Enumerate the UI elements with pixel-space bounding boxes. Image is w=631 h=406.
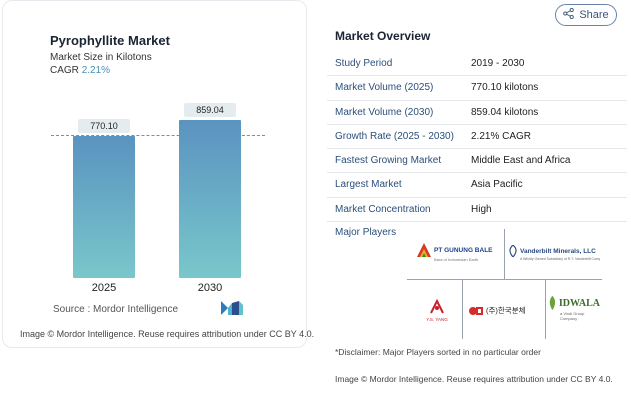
overview-row: Study Period 2019 - 2030 — [327, 52, 627, 77]
share-label: Share — [579, 9, 609, 21]
player-tagline: a Vindi Group Company — [560, 311, 585, 321]
overview-row: Market Volume (2030) 859.04 kilotons — [327, 101, 627, 125]
overview-value: 859.04 kilotons — [471, 106, 539, 118]
player-tagline: Bara of Indonesian Earth — [434, 257, 479, 262]
cagr-line: CAGR 2.21% — [50, 65, 110, 76]
bar-value-label: 859.04 — [184, 102, 236, 117]
chart-footer: Image © Mordor Intelligence. Reuse requi… — [20, 329, 315, 339]
disclaimer: *Disclaimer: Major Players sorted in no … — [335, 347, 541, 357]
chart-title: Pyrophyllite Market — [50, 33, 170, 48]
grid-divider — [462, 279, 463, 339]
grid-divider — [545, 279, 546, 339]
player-name: (주)한국분체 — [486, 306, 526, 315]
x-tick-label: 2030 — [197, 282, 223, 294]
x-tick-label: 2025 — [91, 282, 117, 294]
player-name: PT GUNUNG BALE — [434, 246, 493, 254]
idwala-icon — [549, 295, 556, 311]
gunung-bale-icon — [417, 243, 431, 257]
overview-value: 2019 - 2030 — [471, 58, 525, 69]
overview-table: Study Period 2019 - 2030 Market Volume (20… — [327, 52, 627, 223]
cagr-value: 2.21% — [81, 65, 111, 76]
overview-row: Fastest Growing Market Middle East and Af… — [327, 149, 627, 174]
overview-key: Market Volume (2025) — [335, 82, 434, 94]
reference-dash-line — [51, 135, 265, 136]
overview-value: 2.21% CAGR — [471, 130, 532, 142]
overview-title: Market Overview — [335, 29, 431, 43]
overview-row: Growth Rate (2025 - 2030) 2.21% CAGR — [327, 125, 627, 150]
player-name: IDWALA — [558, 297, 600, 309]
bar-value-label: 770.10 — [78, 118, 130, 133]
vanderbilt-icon — [509, 245, 517, 257]
overview-value: High — [471, 203, 492, 215]
major-players-grid: PT GUNUNG BALE Bara of Indonesian Earth … — [407, 229, 602, 339]
bar-2025 — [73, 135, 135, 278]
chart-subtitle: Market Size in Kilotons — [50, 52, 152, 63]
overview-value: Asia Pacific — [471, 179, 523, 191]
player-logo-ys-yang: Y.S. YANG — [417, 298, 457, 322]
overview-footer: Image © Mordor Intelligence. Reuse requi… — [335, 374, 613, 384]
overview-value: Middle East and Africa — [471, 155, 571, 167]
grid-divider — [504, 229, 505, 279]
player-logo-korea-bunche: (주)한국분체 — [469, 305, 543, 316]
share-button[interactable]: Share — [555, 4, 617, 26]
overview-key: Market Concentration — [335, 203, 431, 215]
overview-value: 770.10 kilotons — [471, 82, 539, 94]
chart-source: Source : Mordor Intelligence — [53, 304, 179, 315]
mordor-logo-icon — [221, 301, 243, 320]
overview-key: Market Volume (2030) — [335, 106, 434, 118]
grid-divider — [407, 279, 602, 280]
player-logo-pt-gunung-bale: PT GUNUNG BALE Bara of Indonesian Earth — [417, 243, 499, 262]
overview-key: Study Period — [335, 58, 393, 69]
player-tagline: A Wholly Owned Subsidiary of R.T. Vander… — [520, 257, 600, 261]
overview-key: Largest Market — [335, 179, 402, 191]
player-logo-idwala: IDWALA a Vindi Group Company — [548, 295, 600, 321]
player-name: Y.S. YANG — [426, 317, 448, 322]
overview-row: Largest Market Asia Pacific — [327, 173, 627, 198]
overview-row: Market Concentration High — [327, 198, 627, 223]
cagr-label: CAGR — [50, 65, 79, 76]
ys-yang-icon — [430, 298, 444, 314]
bar-2030 — [179, 119, 241, 278]
share-icon — [563, 8, 575, 22]
player-logo-vanderbilt: Vanderbilt Minerals, LLC A Wholly Owned … — [508, 245, 600, 261]
player-name: Vanderbilt Minerals, LLC — [520, 247, 596, 255]
overview-key: Growth Rate (2025 - 2030) — [335, 130, 454, 142]
overview-row: Market Volume (2025) 770.10 kilotons — [327, 76, 627, 101]
major-players-title: Major Players — [335, 227, 397, 238]
chart-card: Pyrophyllite Market Market Size in Kilot… — [2, 0, 307, 348]
overview-key: Fastest Growing Market — [335, 155, 442, 167]
korea-bunche-icon — [469, 306, 483, 315]
